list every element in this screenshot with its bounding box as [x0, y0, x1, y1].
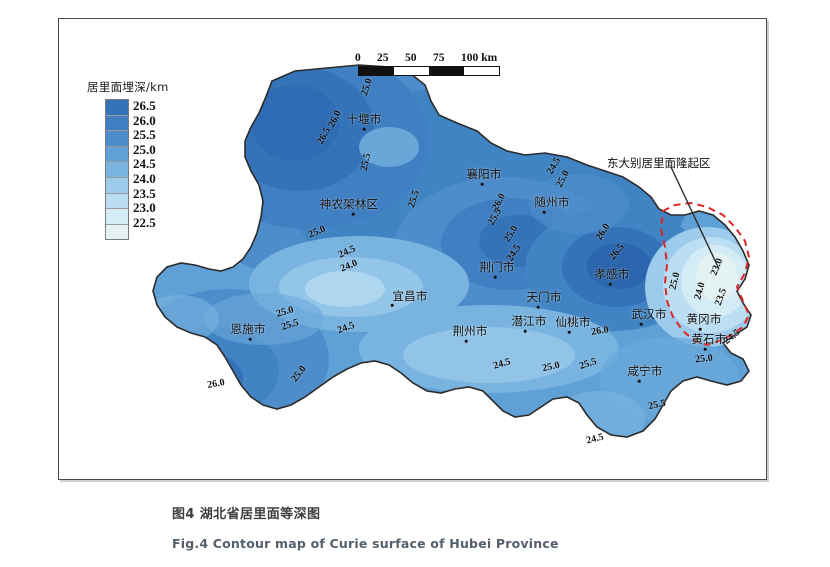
city-marker-dot — [608, 282, 612, 286]
legend-label: 25.5 — [133, 127, 156, 143]
city-marker-dot — [390, 303, 394, 307]
scale-bar-segment — [429, 67, 464, 75]
city-label: 黄石市 — [691, 332, 727, 346]
city-label: 宜昌市 — [392, 289, 428, 303]
legend-swatch-25.5 — [106, 131, 128, 147]
city-marker-dot — [536, 305, 540, 309]
city-marker-dot — [480, 182, 484, 186]
scale-tick-75: 75 — [433, 52, 445, 64]
scale-tick-0: 0 — [355, 52, 361, 64]
legend-label: 26.0 — [133, 112, 156, 128]
legend-color-ramp — [105, 99, 129, 241]
city-label: 神农架林区 — [319, 197, 379, 211]
legend-swatch-26.5 — [106, 100, 128, 116]
city-label: 随州市 — [534, 195, 570, 209]
city-label: 恩施市 — [230, 322, 266, 336]
city-marker-dot — [639, 322, 643, 326]
city-label: 襄阳市 — [466, 167, 502, 181]
city-label: 武汉市 — [631, 307, 667, 321]
legend-label: 23.0 — [133, 200, 156, 216]
scale-tick-25: 25 — [377, 52, 389, 64]
city-label: 黄冈市 — [686, 312, 722, 326]
uplift-leader-line — [670, 166, 720, 270]
east-dabie-uplift-label: 东大别居里面隆起区 — [607, 156, 711, 170]
scale-bar: 0 25 50 75 100 km — [355, 49, 523, 76]
scale-bar-segment — [359, 67, 394, 75]
legend-swatch-26.0 — [106, 115, 128, 132]
east-dabie-uplift-boundary — [659, 201, 751, 347]
legend-label: 26.5 — [133, 98, 156, 113]
legend-label: 24.0 — [133, 170, 156, 186]
legend-label: 23.5 — [133, 185, 156, 201]
city-label: 孝感市 — [594, 267, 630, 281]
legend-label: 24.5 — [133, 156, 156, 172]
legend-label: 22.5 — [133, 214, 156, 230]
legend-value-labels: 26.5 26.0 25.5 25.0 24.5 24.0 23.5 23.0 22.5 — [133, 98, 156, 230]
scale-unit-label: km — [481, 52, 498, 64]
figure-caption-english: Fig.4 Contour map of Curie surface of Hu… — [172, 536, 559, 551]
legend-swatch-23.5 — [106, 193, 128, 210]
legend-swatch-22.5 — [106, 224, 128, 240]
legend: 居里面埋深/km 26.5 26.0 25.5 25.0 24.5 24.0 23.5 23.… — [87, 79, 207, 241]
legend-swatch-25.0 — [106, 146, 128, 163]
hubei-curie-contour-map — [152, 64, 752, 438]
figure-frame: 十堰市襄阳市神农架林区 随州市荆门市孝感市宜昌市 天门市武汉市潜江市 仙桃市 黄冈市荆州… — [58, 18, 767, 480]
scale-tick-100: 100 — [461, 52, 479, 64]
city-label: 荆州市 — [452, 324, 488, 338]
city-marker-dot — [464, 339, 468, 343]
contour-value-label: 25.0 — [694, 352, 714, 366]
city-marker-dot — [493, 275, 497, 279]
legend-title: 居里面埋深/km — [87, 80, 169, 94]
city-label: 仙桃市 — [555, 315, 591, 329]
scale-bar-tick-labels: 0 25 50 75 100 km — [355, 49, 523, 64]
scale-bar-graphic — [358, 66, 500, 76]
city-marker-dot — [637, 379, 641, 383]
province-outline — [152, 64, 752, 438]
city-marker-dot — [567, 330, 571, 334]
city-label: 天门市 — [526, 290, 562, 304]
city-marker-dot — [698, 327, 702, 331]
figure-caption-chinese: 图4 湖北省居里面等深图 — [172, 507, 321, 522]
scale-tick-50: 50 — [405, 52, 417, 64]
city-marker-dot — [542, 210, 546, 214]
legend-label: 25.0 — [133, 141, 156, 157]
city-marker-dot — [362, 127, 366, 131]
legend-swatch-23.0 — [106, 209, 128, 225]
legend-swatch-24.0 — [106, 177, 128, 194]
city-marker-dot — [248, 337, 252, 341]
scale-bar-segment — [394, 67, 429, 75]
legend-swatch-24.5 — [106, 162, 128, 178]
scale-bar-segment — [464, 67, 499, 75]
city-label: 潜江市 — [511, 314, 547, 328]
city-marker-dot — [703, 347, 707, 351]
city-label: 咸宁市 — [627, 364, 663, 378]
city-label: 十堰市 — [346, 112, 382, 126]
city-marker-dot — [351, 212, 355, 216]
city-marker-dot — [523, 329, 527, 333]
city-label: 荆门市 — [479, 260, 515, 274]
